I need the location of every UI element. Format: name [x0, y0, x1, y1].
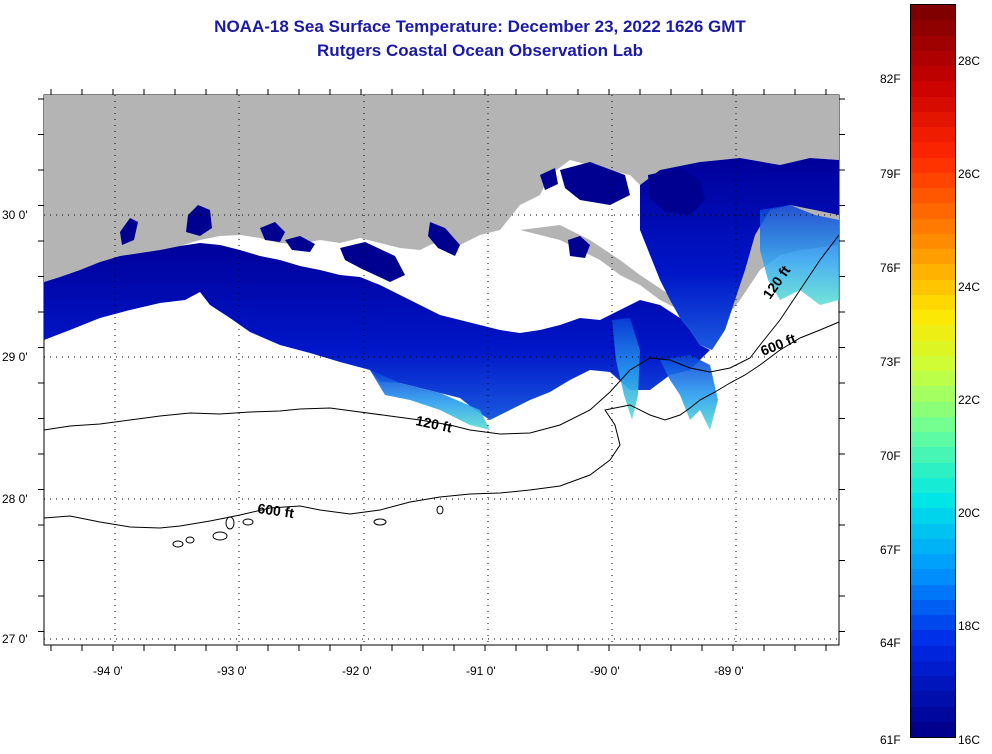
contour-600ft [43, 321, 840, 529]
colorbar-band [911, 264, 955, 280]
colorbar-band [911, 249, 955, 265]
colorbar-band [911, 310, 955, 326]
colorbar-band [911, 20, 955, 36]
colorbar-band [911, 340, 955, 356]
lon-label-92: -92 0' [342, 664, 372, 678]
lon-label-94: -94 0' [93, 664, 123, 678]
lat-label-29: 29 0' [2, 350, 28, 364]
colorbar-band [911, 355, 955, 371]
colorbar-band [911, 35, 955, 51]
graticule [38, 89, 845, 651]
colorbar-band [911, 233, 955, 249]
colorbar-band [911, 325, 955, 341]
colorbar-band [911, 630, 955, 646]
colorbar-band [911, 462, 955, 478]
colorbar-band [911, 721, 955, 737]
colorbar-band [911, 157, 955, 173]
contour-label-120ft: 120 ft [414, 412, 453, 435]
colorbar-band [911, 493, 955, 509]
colorbar-label-22c: 22C [958, 393, 981, 407]
colorbar-band [911, 5, 955, 21]
colorbar-label-18c: 18C [958, 619, 981, 633]
colorbar-band [911, 416, 955, 432]
colorbar-band [911, 50, 955, 66]
colorbar-label-70f: 70F [880, 449, 901, 463]
colorbar-band [911, 142, 955, 158]
colorbar-band [911, 477, 955, 493]
colorbar-label-61f: 61F [880, 733, 901, 747]
colorbar-band [911, 660, 955, 676]
colorbar-band [911, 523, 955, 539]
colorbar-label-79f: 79F [880, 167, 901, 181]
lon-label-91: -91 0' [466, 664, 496, 678]
colorbar-band [911, 66, 955, 82]
map-subtitle: Rutgers Coastal Ocean Observation Lab [317, 41, 643, 60]
contour-120ft [43, 234, 840, 435]
lat-label-27: 27 0' [2, 632, 28, 646]
colorbar-band [911, 96, 955, 112]
colorbar-label-82f: 82F [880, 72, 901, 86]
colorbar-label-67f: 67F [880, 543, 901, 557]
map-title: NOAA-18 Sea Surface Temperature: Decembe… [214, 17, 746, 36]
shelf-water [44, 243, 710, 420]
colorbar-band [911, 432, 955, 448]
colorbar-band [911, 584, 955, 600]
colorbar-band [911, 599, 955, 615]
temperature-colorbar [910, 4, 956, 738]
colorbar-band [911, 172, 955, 188]
colorbar-band [911, 447, 955, 463]
lat-label-30: 30 0' [2, 208, 28, 222]
warm-plume [370, 370, 490, 430]
lon-label-90: -90 0' [590, 664, 620, 678]
colorbar-band [911, 188, 955, 204]
colorbar-band [911, 615, 955, 631]
colorbar-label-16c: 16C [958, 733, 981, 747]
lat-label-28: 28 0' [2, 492, 28, 506]
colorbar-label-26c: 26C [958, 167, 981, 181]
colorbar-band [911, 538, 955, 554]
colorbar-band [911, 508, 955, 524]
colorbar-label-76f: 76F [880, 261, 901, 275]
colorbar-band [911, 127, 955, 143]
colorbar-band [911, 706, 955, 722]
colorbar-band [911, 371, 955, 387]
lon-label-89: -89 0' [714, 664, 744, 678]
colorbar-label-20c: 20C [958, 506, 981, 520]
colorbar-band [911, 81, 955, 97]
colorbar-band [911, 691, 955, 707]
colorbar-band [911, 554, 955, 570]
contour-label-600ft: 600 ft [257, 500, 296, 521]
colorbar-band [911, 645, 955, 661]
colorbar-band [911, 218, 955, 234]
colorbar-band [911, 401, 955, 417]
colorbar-label-24c: 24C [958, 280, 981, 294]
colorbar-label-73f: 73F [880, 355, 901, 369]
colorbar-band [911, 386, 955, 402]
colorbar-band [911, 676, 955, 692]
colorbar-band [911, 203, 955, 219]
colorbar-band [911, 111, 955, 127]
colorbar-band [911, 569, 955, 585]
lon-label-93: -93 0' [217, 664, 247, 678]
colorbar-band [911, 294, 955, 310]
colorbar-label-28c: 28C [958, 54, 981, 68]
colorbar-label-64f: 64F [880, 636, 901, 650]
land-area [44, 95, 839, 282]
colorbar-band [911, 279, 955, 295]
